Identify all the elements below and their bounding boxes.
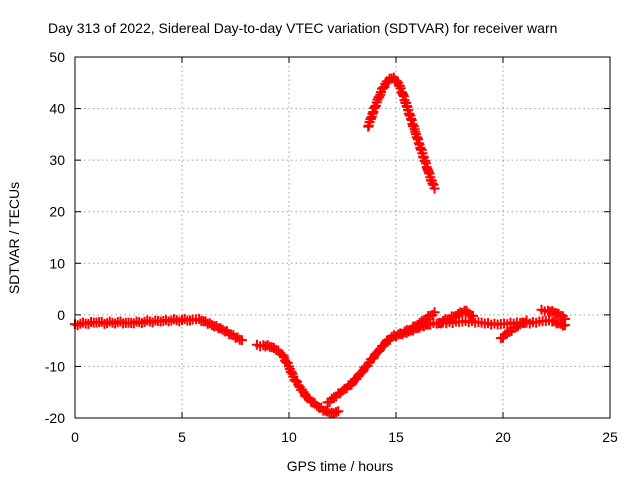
y-tick-label: 50 <box>49 49 65 65</box>
series-satellite-pass-A <box>70 313 247 346</box>
data-point <box>236 335 247 346</box>
data-point-interp <box>519 317 530 328</box>
x-tick-label: 5 <box>178 429 186 445</box>
plot-frame <box>74 56 611 419</box>
y-tick-label: 30 <box>49 152 65 168</box>
x-tick-labels: 0 5 10 15 20 25 <box>71 429 618 445</box>
y-tick-label: -10 <box>45 358 65 374</box>
x-axis-title: GPS time / hours <box>287 458 394 474</box>
series-satellite-pass-G <box>536 304 571 324</box>
x-tick-label: 0 <box>71 429 79 445</box>
y-tick-label: 40 <box>49 101 65 117</box>
grid-lines <box>75 57 610 418</box>
x-tick-label: 15 <box>388 429 404 445</box>
data-point-interp <box>356 367 367 378</box>
data-point <box>560 313 571 324</box>
y-tick-label: 10 <box>49 255 65 271</box>
series-satellite-pass-B <box>251 339 344 419</box>
data-point <box>521 315 532 326</box>
data-point <box>333 406 344 417</box>
series-satellite-pass-F <box>495 315 532 344</box>
data-point <box>429 307 440 318</box>
y-tick-label: 0 <box>57 307 65 323</box>
data-point <box>427 178 438 189</box>
data-point-interp <box>297 384 308 395</box>
series-satellite-pass-D <box>395 307 440 339</box>
y-tick-label: -20 <box>45 410 65 426</box>
y-axis-title: SDTVAR / TECUs <box>6 182 22 294</box>
y-tick-label: 20 <box>49 204 65 220</box>
data-series <box>70 72 571 419</box>
series-satellite-pass-H <box>363 72 440 194</box>
data-point <box>277 350 288 361</box>
x-tick-label: 25 <box>602 429 618 445</box>
x-tick-label: 10 <box>281 429 297 445</box>
chart-title: Day 313 of 2022, Sidereal Day-to-day VTE… <box>48 20 557 36</box>
y-tick-labels: -20 -10 0 10 20 30 40 50 <box>45 49 65 426</box>
axis-ticks <box>74 56 611 419</box>
x-tick-label: 20 <box>495 429 511 445</box>
data-point <box>429 183 440 194</box>
series-satellite-pass-E <box>433 305 479 329</box>
data-point <box>468 310 479 321</box>
series-satellite-pass-C <box>322 315 571 408</box>
